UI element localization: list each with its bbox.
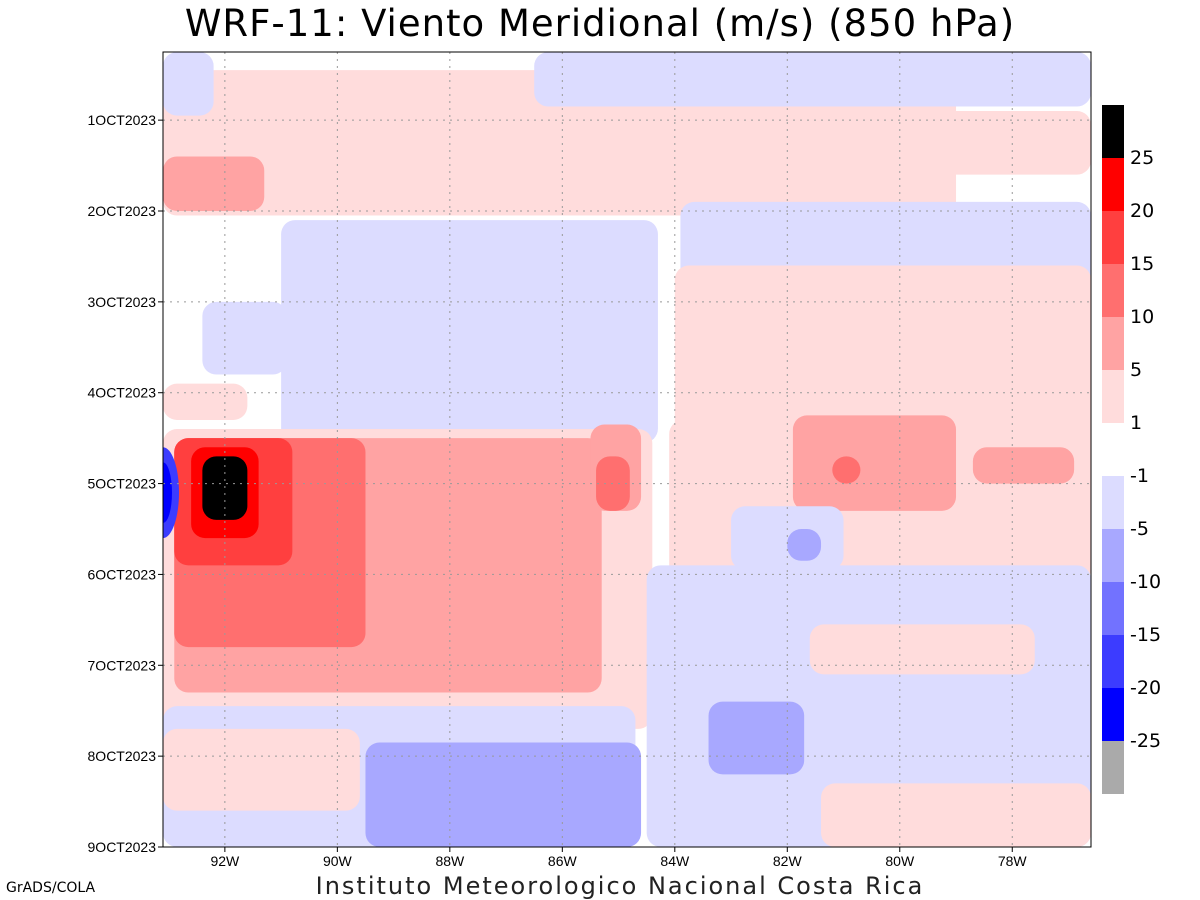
contour-band-1 [888, 111, 1091, 175]
colorbar-label: 5 [1130, 359, 1142, 381]
chart-title: WRF-11: Viento Meridional (m/s) (850 hPa… [184, 2, 1016, 45]
edge-negative-core [163, 462, 172, 523]
contour-band-27 [163, 728, 360, 811]
contour-band-9 [163, 383, 248, 420]
x-tick-label: 88W [435, 853, 465, 869]
grads-brand: GrADS/COLA [6, 880, 96, 896]
contour-band-28 [365, 742, 642, 847]
colorbar-label: 1 [1130, 412, 1142, 434]
colorbar-swatch [1102, 688, 1124, 741]
y-tick-label: 4OCT2023 [88, 385, 157, 401]
colorbar-label: 15 [1130, 253, 1154, 275]
colorbar-swatch [1102, 423, 1124, 476]
x-tick-label: 90W [323, 853, 353, 869]
x-tick-label: 78W [998, 853, 1028, 869]
colorbar-label: -15 [1130, 624, 1161, 646]
y-tick-label: 7OCT2023 [88, 657, 157, 673]
y-tick-label: 6OCT2023 [88, 566, 157, 582]
colorbar-label: -10 [1130, 571, 1161, 593]
colorbar-swatch [1102, 105, 1124, 158]
contour-band-29 [708, 701, 805, 775]
contour-band-26 [809, 624, 1035, 675]
y-tick-label: 3OCT2023 [88, 294, 157, 310]
contour-band-21 [202, 456, 248, 520]
contour-band-23 [787, 529, 822, 561]
footer-credit: Instituto Meteorologico Nacional Costa R… [315, 872, 925, 900]
colorbar-swatch [1102, 317, 1124, 370]
colorbar-label: -20 [1130, 677, 1161, 699]
x-tick-label: 80W [885, 853, 915, 869]
contour-band-7 [202, 301, 287, 375]
y-tick-label: 5OCT2023 [88, 476, 157, 492]
colorbar-swatch [1102, 582, 1124, 635]
colorbar-label: -1 [1130, 465, 1149, 487]
contour-band-3 [163, 52, 214, 116]
contour-band-30 [821, 783, 1091, 847]
colorbar-swatch [1102, 741, 1124, 794]
colorbar-swatch [1102, 635, 1124, 688]
contour-band-8 [674, 265, 1091, 443]
colorbar-label: 25 [1130, 147, 1154, 169]
colorbar-swatch [1102, 529, 1124, 582]
contour-band-18 [832, 456, 861, 484]
colorbar-swatch [1102, 370, 1124, 423]
colorbar-label: 10 [1130, 306, 1154, 328]
colorbar-label: 20 [1130, 200, 1154, 222]
y-tick-label: 2OCT2023 [88, 203, 157, 219]
colorbar-swatch [1102, 158, 1124, 211]
x-tick-label: 84W [660, 853, 690, 869]
colorbar-label: -25 [1130, 730, 1161, 752]
x-tick-label: 92W [210, 853, 240, 869]
plot-frame [162, 51, 1092, 848]
colorbar-swatch [1102, 476, 1124, 529]
x-tick-label: 82W [773, 853, 803, 869]
contour-band-2 [163, 156, 265, 211]
x-tick-label: 86W [548, 853, 578, 869]
colorbar-swatch [1102, 264, 1124, 317]
contour-band-4 [534, 52, 1091, 107]
y-tick-label: 1OCT2023 [88, 112, 157, 128]
colorbar-swatch [1102, 211, 1124, 264]
contour-band-5 [281, 220, 658, 443]
contour-band-15 [972, 447, 1075, 484]
y-tick-label: 9OCT2023 [88, 839, 157, 855]
colorbar-label: -5 [1130, 518, 1149, 540]
y-tick-label: 8OCT2023 [88, 748, 157, 764]
contour-band-14 [792, 415, 957, 511]
